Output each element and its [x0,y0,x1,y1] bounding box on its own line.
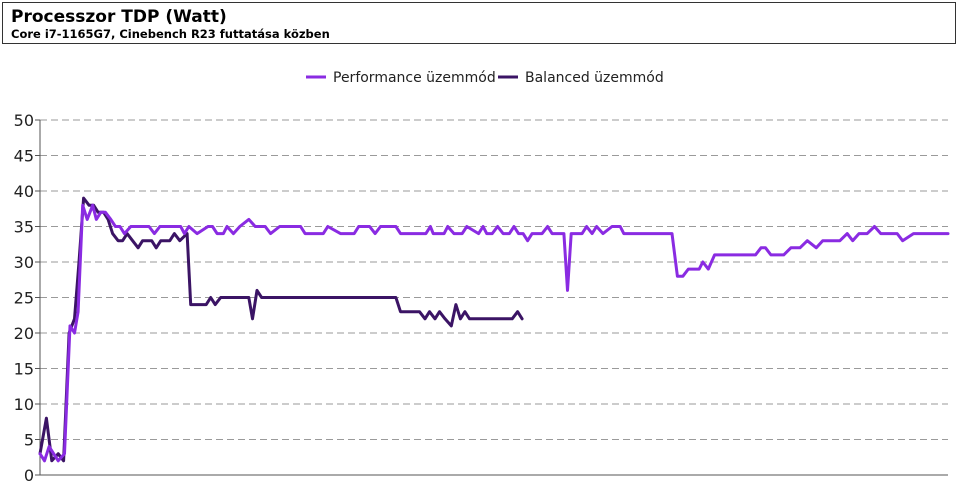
series-line-balanced [38,196,524,463]
y-tick-label: 25 [14,289,34,308]
y-tick-label: 5 [24,431,34,450]
y-tick-label: 0 [24,466,34,485]
series-layer [38,196,950,463]
y-tick-label: 20 [14,324,34,343]
legend: Performance üzemmód Balanced üzemmód [306,70,664,86]
y-tick-label: 50 [14,111,34,130]
y-tick-label: 40 [14,182,34,201]
y-tick-label: 15 [14,360,34,379]
series-line-performance [38,203,950,463]
y-tick-label: 35 [14,218,34,237]
y-tick-label: 30 [14,253,34,272]
y-tick-label: 10 [14,395,34,414]
legend-label: Performance üzemmód [333,70,496,86]
chart-subtitle: Core i7-1165G7, Cinebench R23 futtatása … [11,27,330,41]
title-box: Processzor TDP (Watt) Core i7-1165G7, Ci… [2,2,956,44]
legend-label: Balanced üzemmód [525,70,664,86]
grid-layer [40,119,948,440]
y-tick-label: 45 [14,147,34,166]
chart-title: Processzor TDP (Watt) [11,7,227,27]
axis-layer: 0 5 10 15 20 25 30 35 40 45 50 [14,111,948,485]
